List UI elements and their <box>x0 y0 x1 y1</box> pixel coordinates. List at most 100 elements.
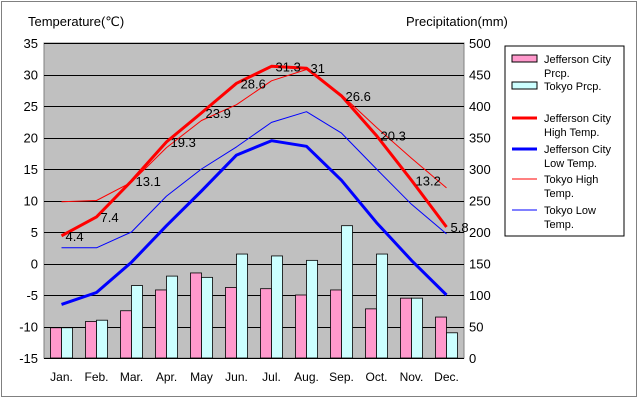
precipitation-bar <box>341 225 353 359</box>
precipitation-bar <box>166 275 178 359</box>
right-tick-label: 50 <box>469 320 483 335</box>
x-tick-label: Jan. <box>50 370 73 384</box>
precipitation-bars <box>50 225 458 359</box>
x-tick-label: Jun. <box>225 370 248 384</box>
left-tick-label: 5 <box>31 225 38 240</box>
right-tick-label: 150 <box>469 257 491 272</box>
legend-label: Jefferson City <box>544 113 612 125</box>
precipitation-bar <box>435 316 447 359</box>
right-tick-label: 400 <box>469 99 491 114</box>
right-tick-label: 0 <box>469 351 476 366</box>
left-tick-label: -10 <box>19 320 38 335</box>
precipitation-bar <box>236 253 248 359</box>
precipitation-bar <box>400 297 412 359</box>
left-tick-label: 10 <box>24 194 38 209</box>
x-tick-label: Aug. <box>294 370 319 384</box>
x-tick-label: Oct. <box>365 370 387 384</box>
temperature-line <box>60 64 448 238</box>
precipitation-bar <box>190 272 202 359</box>
legend-label: Temp. <box>544 219 574 231</box>
legend-label: Jefferson City <box>544 144 612 156</box>
precipitation-bar <box>225 287 237 359</box>
data-label: 31 <box>311 61 325 76</box>
left-tick-label: 20 <box>24 131 38 146</box>
x-tick-label: Jul. <box>262 370 281 384</box>
x-tick-label: Nov. <box>400 370 424 384</box>
x-axis: Jan. Feb. Mar. Apr. May Jun. Jul. Aug. Sep. Oct. N… <box>50 370 459 384</box>
x-tick-label: Sep. <box>329 370 354 384</box>
precipitation-bar <box>50 327 62 359</box>
precipitation-bar <box>201 276 213 359</box>
precipitation-bar <box>260 288 272 359</box>
data-label: 5.8 <box>451 220 469 235</box>
precipitation-bar <box>365 308 377 359</box>
left-tick-label: 15 <box>24 162 38 177</box>
right-tick-label: 350 <box>469 131 491 146</box>
left-tick-label: -5 <box>26 288 38 303</box>
legend-label: Low Temp. <box>544 158 597 170</box>
legend-label: High Temp. <box>544 127 599 139</box>
legend: Jefferson City Prcp.Tokyo Prcp. Jefferson … <box>504 45 625 237</box>
precipitation-bar <box>85 321 97 359</box>
precipitation-bar <box>330 289 342 359</box>
precipitation-bar <box>411 297 423 359</box>
x-tick-label: Mar. <box>120 370 143 384</box>
legend-label: Tokyo Low <box>544 205 596 217</box>
left-tick-label: 35 <box>24 36 38 51</box>
left-tick-label: 0 <box>31 257 38 272</box>
temperature-line <box>61 139 448 306</box>
precipitation-bar <box>96 319 108 359</box>
temperature-line <box>61 111 447 249</box>
precipitation-bar <box>61 327 73 359</box>
x-tick-label: May <box>190 370 213 384</box>
precipitation-bar <box>376 253 388 359</box>
legend-label: Prcp. <box>544 68 570 80</box>
data-label: 13.2 <box>416 173 441 188</box>
x-tick-label: Feb. <box>84 370 108 384</box>
left-axis-title: Temperature(℃) <box>28 14 124 29</box>
left-tick-label: -15 <box>19 351 38 366</box>
legend-label: Jefferson City <box>544 54 612 66</box>
right-tick-label: 450 <box>469 68 491 83</box>
legend-box <box>504 45 625 237</box>
right-tick-label: 250 <box>469 194 491 209</box>
right-tick-label: 300 <box>469 162 491 177</box>
grid-lines <box>44 43 464 359</box>
legend-swatch <box>511 81 538 90</box>
data-label: 13.1 <box>136 174 161 189</box>
data-label: 19.3 <box>171 135 196 150</box>
precipitation-bar <box>131 285 143 359</box>
right-tick-label: 500 <box>469 36 491 51</box>
precipitation-bar <box>306 259 318 359</box>
precipitation-bar <box>271 255 283 359</box>
x-tick-label: Dec. <box>434 370 459 384</box>
legend-label: Temp. <box>544 188 574 200</box>
right-tick-label: 200 <box>469 225 491 240</box>
precipitation-bar <box>446 332 458 359</box>
precipitation-bar <box>120 310 132 359</box>
data-label: 26.6 <box>346 89 371 104</box>
x-tick-label: Apr. <box>156 370 177 384</box>
left-tick-label: 25 <box>24 99 38 114</box>
left-tick-label: 30 <box>24 68 38 83</box>
legend-label: Tokyo Prcp. <box>544 81 601 93</box>
left-y-axis: 35 30 25 20 15 10 5 0 -5 -10 -15 <box>19 36 38 366</box>
data-label: 28.6 <box>241 76 266 91</box>
right-tick-label: 100 <box>469 288 491 303</box>
right-axis-title: Precipitation(mm) <box>406 14 508 29</box>
data-label: 20.3 <box>381 129 406 144</box>
temperature-lines <box>60 64 448 306</box>
legend-label: Tokyo High <box>544 174 598 186</box>
precipitation-bar <box>295 294 307 359</box>
data-label: 31.3 <box>276 59 301 74</box>
data-label: 23.9 <box>206 106 231 121</box>
data-labels: 4.4 7.4 13.1 19.3 23.9 28.6 31.3 31 26.6 20.3 13.2… <box>66 59 469 243</box>
data-label: 7.4 <box>101 210 119 225</box>
precipitation-bar <box>155 289 167 359</box>
legend-swatch <box>511 54 538 63</box>
data-label: 4.4 <box>66 229 84 244</box>
temperature-line <box>61 69 447 203</box>
